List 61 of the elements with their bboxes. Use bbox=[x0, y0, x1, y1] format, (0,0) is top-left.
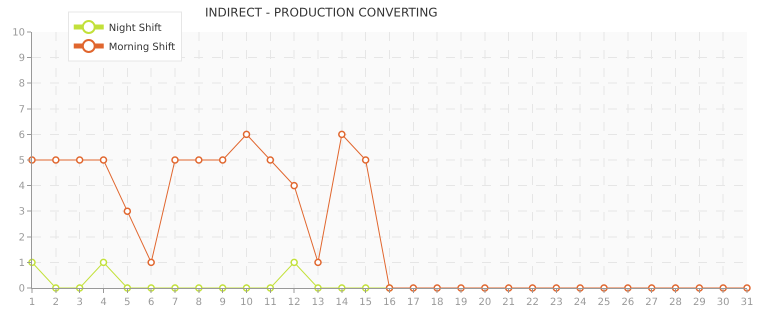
point bbox=[76, 156, 84, 164]
x-tick-label: 31 bbox=[740, 297, 754, 308]
point bbox=[290, 182, 298, 190]
point bbox=[100, 258, 108, 266]
x-tick-label: 5 bbox=[124, 297, 131, 308]
point bbox=[100, 156, 108, 164]
legend-label: Morning Shift bbox=[108, 42, 176, 53]
x-tick-label: 30 bbox=[716, 297, 730, 308]
point bbox=[124, 207, 132, 215]
x-tick-label: 7 bbox=[172, 297, 178, 308]
x-tick-label: 27 bbox=[645, 297, 658, 308]
x-tick-label: 8 bbox=[196, 297, 202, 308]
point bbox=[52, 156, 60, 164]
x-tick-label: 13 bbox=[312, 297, 324, 308]
x-tick-label: 11 bbox=[264, 297, 277, 308]
point bbox=[362, 156, 370, 164]
x-tick-label: 25 bbox=[598, 297, 610, 308]
point bbox=[314, 258, 322, 266]
x-tick-label: 26 bbox=[621, 297, 634, 308]
y-tick-label: 6 bbox=[18, 130, 25, 141]
x-tick-label: 18 bbox=[430, 297, 444, 308]
x-tick-label: 9 bbox=[219, 297, 226, 308]
y-tick-label: 10 bbox=[12, 28, 25, 38]
x-tick-label: 29 bbox=[692, 297, 706, 308]
x-tick-label: 12 bbox=[288, 297, 301, 308]
x-tick-label: 4 bbox=[100, 297, 107, 308]
y-tick-label: 1 bbox=[18, 258, 25, 269]
point bbox=[242, 130, 250, 138]
x-tick-label: 20 bbox=[478, 297, 492, 308]
point bbox=[290, 258, 298, 266]
point bbox=[218, 156, 226, 164]
y-tick-label: 0 bbox=[18, 284, 25, 294]
x-tick-label: 24 bbox=[574, 297, 587, 308]
legend-label: Night Shift bbox=[108, 22, 162, 34]
point bbox=[171, 156, 179, 164]
chart-title: INDIRECT - PRODUCTION CONVERTING bbox=[204, 5, 438, 20]
x-tick-label: 1 bbox=[28, 297, 36, 308]
y-tick-label: 4 bbox=[18, 181, 25, 192]
y-tick-label: 2 bbox=[18, 232, 25, 244]
y-tick-label: 7 bbox=[18, 104, 25, 116]
point bbox=[195, 156, 203, 164]
point bbox=[338, 130, 346, 138]
x-tick-label: 16 bbox=[383, 297, 396, 308]
x-tick-label: 15 bbox=[359, 297, 372, 308]
x-tick-label: 22 bbox=[526, 297, 539, 308]
y-tick-label: 5 bbox=[18, 156, 25, 166]
x-tick-label: 10 bbox=[240, 297, 253, 308]
x-tick-label: 3 bbox=[76, 297, 83, 308]
x-tick-label: 23 bbox=[550, 297, 563, 308]
x-tick-label: 14 bbox=[335, 297, 348, 308]
y-tick-label: 9 bbox=[18, 53, 25, 64]
x-tick-label: 17 bbox=[406, 297, 420, 308]
x-tick-label: 21 bbox=[502, 297, 516, 308]
y-tick-label: 8 bbox=[18, 78, 25, 90]
x-tick-label: 28 bbox=[669, 297, 682, 308]
x-tick-label: 19 bbox=[454, 297, 468, 308]
x-tick-label: 2 bbox=[52, 297, 60, 308]
point bbox=[266, 156, 274, 164]
point bbox=[147, 258, 155, 266]
y-tick-label: 3 bbox=[18, 206, 25, 218]
x-tick-label: 6 bbox=[148, 297, 154, 308]
